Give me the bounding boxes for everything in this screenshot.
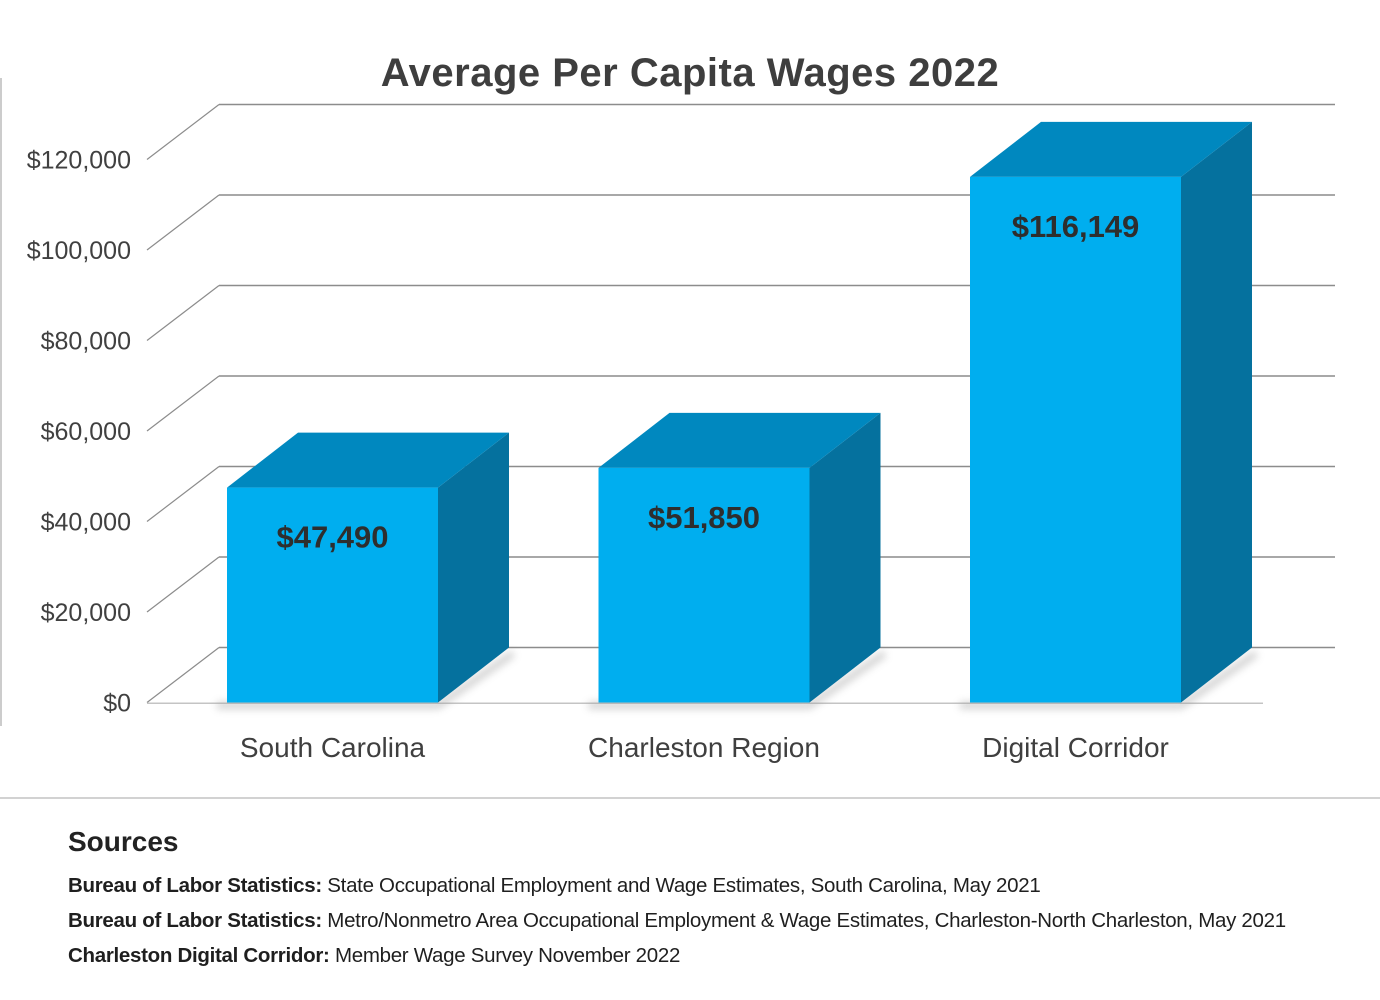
chart-title: Average Per Capita Wages 2022 bbox=[380, 50, 1000, 95]
chart-canvas: $0 $20,000 $40,000 $60,000 $80,000 $100,000 $1… bbox=[27, 103, 1335, 763]
y-tick-label: $60,000 bbox=[41, 418, 131, 446]
y-tick-label: $20,000 bbox=[41, 599, 131, 627]
gridline-tick-diagonal bbox=[146, 647, 220, 703]
bar-top-face bbox=[227, 432, 509, 488]
gridline-tick-diagonal bbox=[146, 556, 220, 613]
section-divider bbox=[0, 797, 1380, 799]
sources-section: Sources Bureau of Labor Statistics: Stat… bbox=[68, 826, 1358, 973]
y-tick-label: $0 bbox=[103, 690, 131, 718]
source-line: Bureau of Labor Statistics: Metro/Nonmet… bbox=[68, 903, 1358, 938]
bar-front-face bbox=[970, 176, 1181, 703]
source-text: Member Wage Survey November 2022 bbox=[334, 944, 681, 967]
category-label: Charleston Region bbox=[588, 732, 820, 763]
source-text: Metro/Nonmetro Area Occupational Employm… bbox=[327, 909, 1286, 932]
gridline-tick-diagonal bbox=[146, 375, 220, 432]
source-line: Charleston Digital Corridor: Member Wage… bbox=[68, 938, 1358, 973]
bar-value-label: $51,850 bbox=[648, 500, 760, 535]
category-label: South Carolina bbox=[240, 732, 426, 763]
y-tick-label: $100,000 bbox=[27, 237, 131, 265]
gridline-tick-diagonal bbox=[146, 104, 220, 160]
bar-value-label: $116,149 bbox=[1012, 209, 1140, 244]
bar-shadow bbox=[217, 650, 515, 709]
bar-side-face bbox=[809, 412, 881, 703]
source-label: Bureau of Labor Statistics: bbox=[68, 874, 322, 897]
bar-front-face bbox=[227, 487, 438, 703]
y-tick-label: $40,000 bbox=[41, 509, 131, 537]
bar-side-face bbox=[438, 432, 509, 703]
y-tick-label: $120,000 bbox=[27, 147, 131, 175]
bar-top-face bbox=[598, 412, 881, 468]
image-left-border bbox=[0, 78, 2, 726]
bar-front-face bbox=[598, 467, 810, 703]
bar-shadow bbox=[588, 650, 887, 709]
source-label: Bureau of Labor Statistics: bbox=[68, 909, 322, 932]
source-label: Charleston Digital Corridor: bbox=[68, 944, 330, 967]
gridline-tick-diagonal bbox=[146, 285, 220, 341]
y-tick-label: $80,000 bbox=[41, 328, 131, 356]
gridline-tick-diagonal bbox=[146, 194, 220, 251]
bar-shadow bbox=[960, 650, 1258, 709]
source-line: Bureau of Labor Statistics: State Occupa… bbox=[68, 868, 1358, 903]
sources-heading: Sources bbox=[68, 826, 179, 857]
gridline-tick-diagonal bbox=[146, 466, 220, 522]
bar-top-face bbox=[970, 121, 1252, 177]
source-text: State Occupational Employment and Wage E… bbox=[327, 874, 1041, 897]
bar-side-face bbox=[1181, 121, 1252, 703]
bar-value-label: $47,490 bbox=[276, 520, 388, 555]
category-label: Digital Corridor bbox=[982, 732, 1169, 763]
